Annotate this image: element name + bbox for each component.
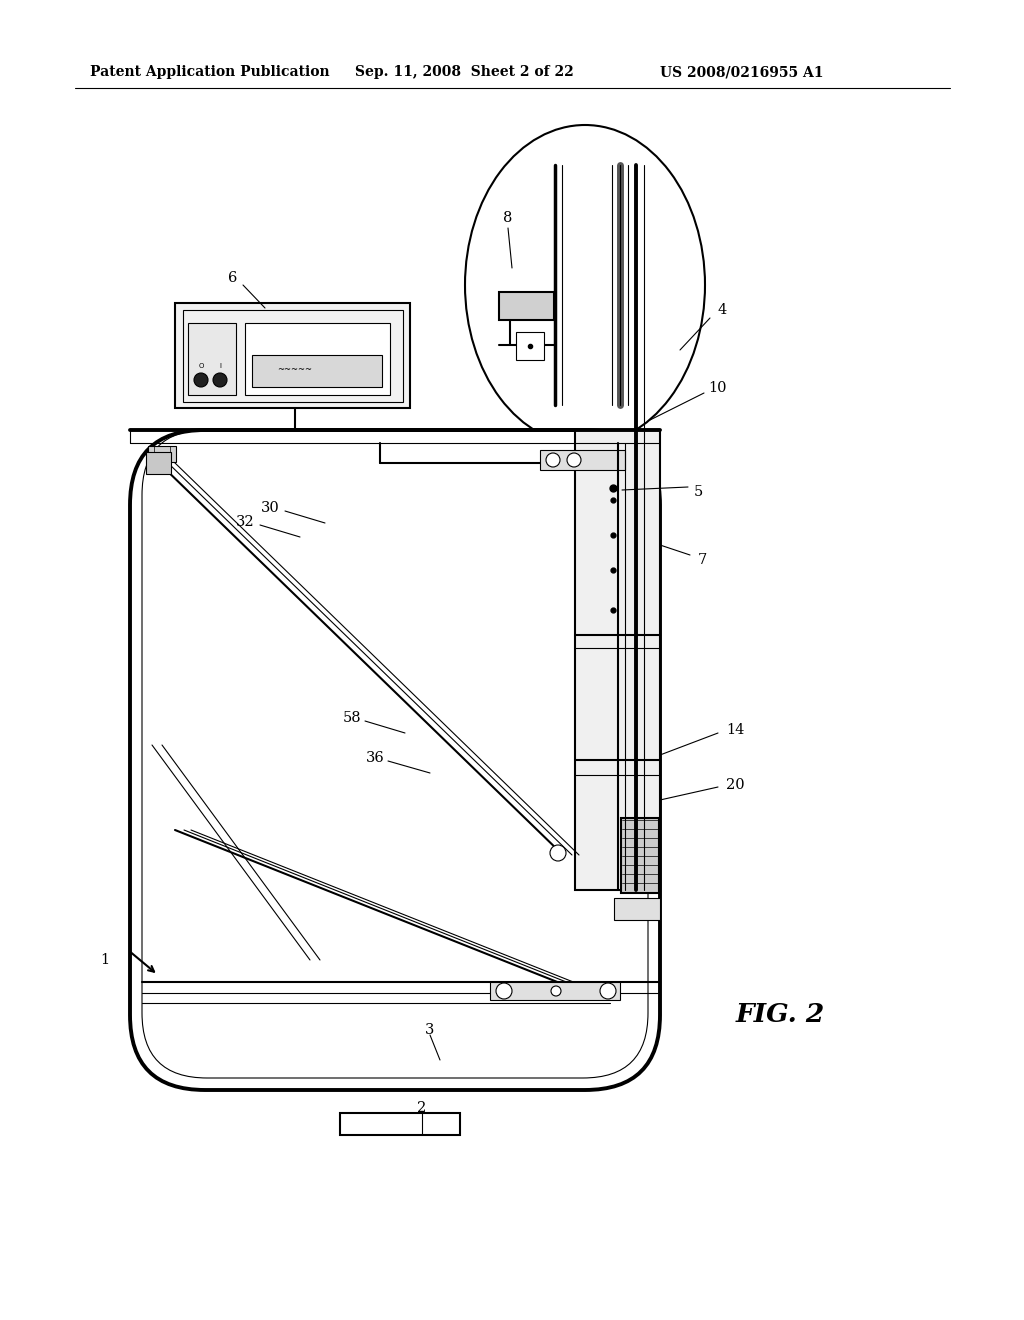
Text: O: O [199, 363, 204, 370]
Ellipse shape [465, 125, 705, 445]
Text: 10: 10 [709, 381, 727, 395]
Text: FIG. 2: FIG. 2 [735, 1002, 824, 1027]
Bar [245, 323, 390, 395]
Text: 6: 6 [228, 271, 238, 285]
Bar [621, 818, 659, 894]
Text: I: I [219, 363, 221, 370]
Text: ~~~~~: ~~~~~ [278, 366, 312, 375]
Bar [252, 355, 382, 387]
Bar [490, 982, 620, 1001]
Circle shape [550, 845, 566, 861]
Text: Patent Application Publication: Patent Application Publication [90, 65, 330, 79]
Text: US 2008/0216955 A1: US 2008/0216955 A1 [660, 65, 823, 79]
Bar [175, 304, 410, 408]
Bar [183, 310, 403, 403]
Circle shape [546, 453, 560, 467]
Bar [614, 898, 660, 920]
Text: 3: 3 [425, 1023, 434, 1038]
Text: Sep. 11, 2008  Sheet 2 of 22: Sep. 11, 2008 Sheet 2 of 22 [355, 65, 573, 79]
Text: 8: 8 [504, 211, 513, 224]
Text: 7: 7 [697, 553, 707, 568]
Bar [575, 430, 660, 890]
Bar [499, 292, 554, 319]
Bar [340, 1113, 460, 1135]
FancyBboxPatch shape [130, 430, 660, 1090]
Bar [148, 446, 176, 462]
Text: 58: 58 [343, 711, 361, 725]
Text: 36: 36 [366, 751, 384, 766]
Circle shape [194, 374, 208, 387]
Text: 5: 5 [693, 484, 702, 499]
Bar [516, 333, 544, 360]
Circle shape [213, 374, 227, 387]
Circle shape [496, 983, 512, 999]
Text: 2: 2 [418, 1101, 427, 1115]
Bar [188, 323, 236, 395]
Circle shape [567, 453, 581, 467]
Circle shape [600, 983, 616, 999]
Circle shape [551, 986, 561, 997]
Bar [146, 451, 171, 474]
Text: 4: 4 [718, 304, 727, 317]
Text: 32: 32 [236, 515, 254, 529]
Bar [154, 446, 170, 462]
Bar [540, 450, 625, 470]
Text: 30: 30 [261, 502, 280, 515]
Text: 20: 20 [726, 777, 744, 792]
Text: 14: 14 [726, 723, 744, 737]
Text: 1: 1 [100, 953, 110, 968]
